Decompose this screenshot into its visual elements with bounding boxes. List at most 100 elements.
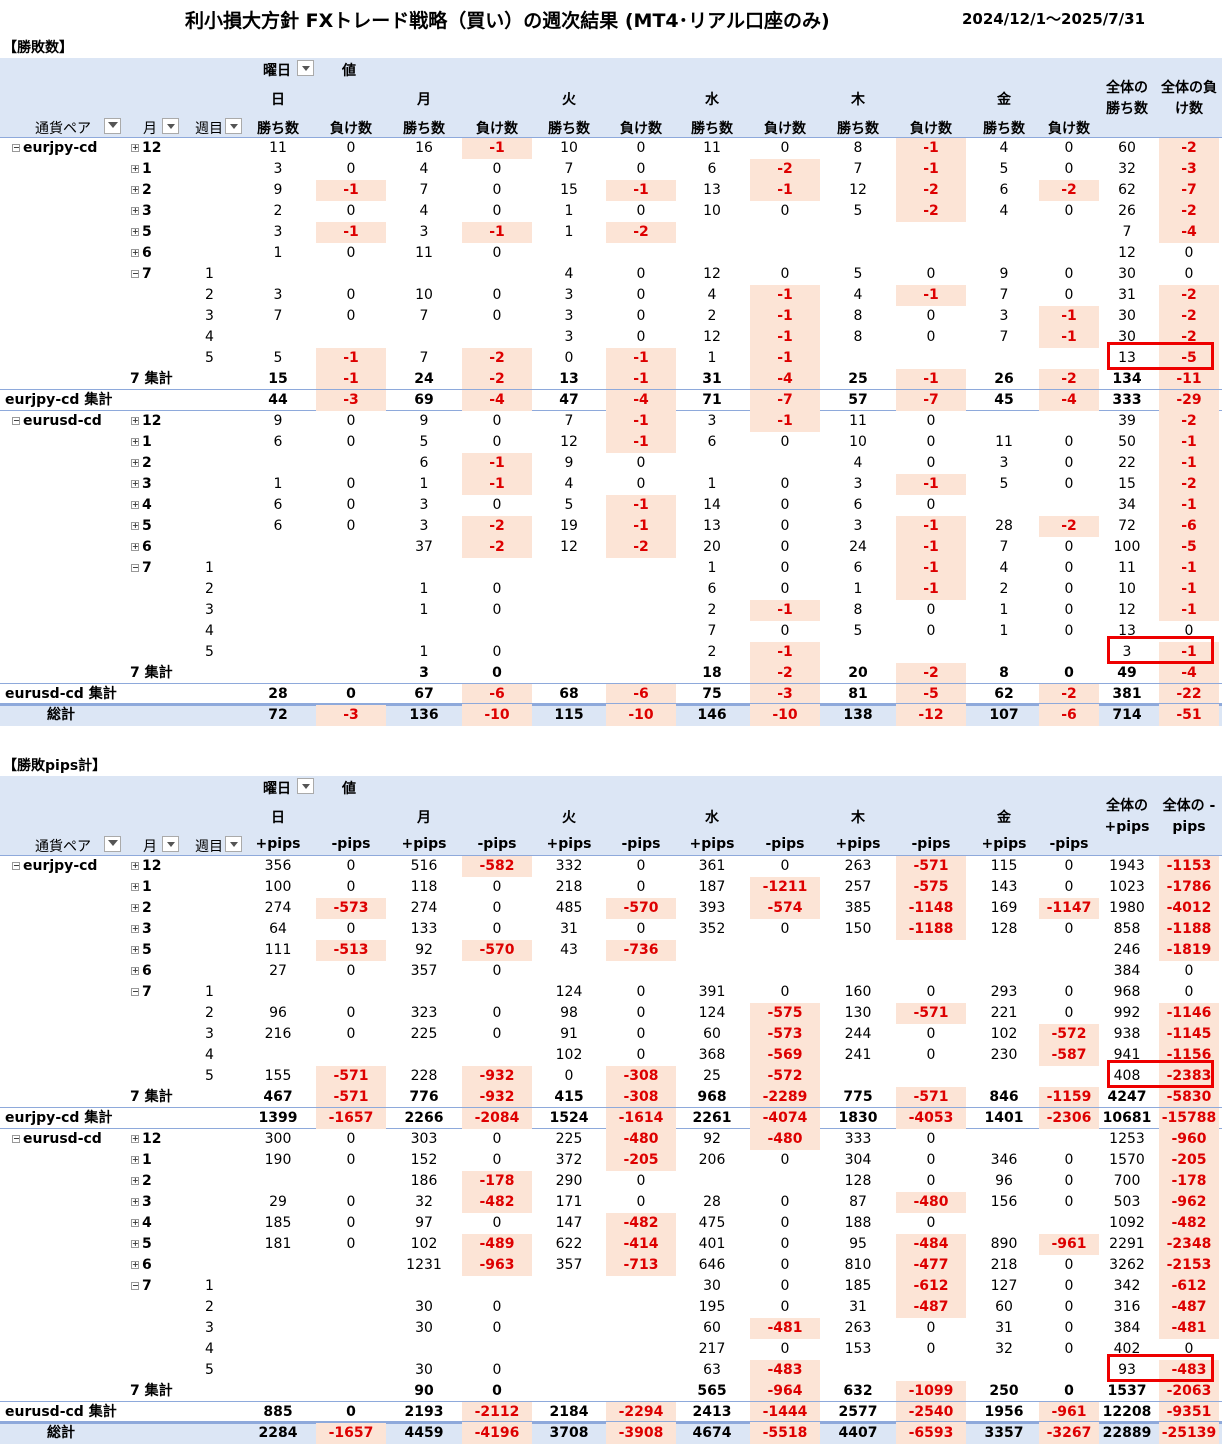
expand-toggle-icon[interactable]: + (131, 542, 139, 551)
expand-toggle-icon[interactable]: + (131, 521, 139, 530)
expand-toggle-icon[interactable]: + (131, 924, 139, 933)
month-label[interactable]: +2 (131, 898, 152, 919)
loss-value-cell: -10 (750, 705, 820, 726)
collapse-toggle-icon[interactable]: − (131, 563, 139, 572)
month-filter-button[interactable] (162, 836, 179, 852)
expand-toggle-icon[interactable]: + (131, 458, 139, 467)
pair-filter-button[interactable] (104, 836, 121, 852)
loss-value-cell: 0 (926, 602, 936, 618)
month-label[interactable]: +12 (131, 411, 161, 432)
win-value-cell: 1 (853, 581, 863, 597)
pair-filter-button[interactable] (104, 118, 121, 134)
month-label[interactable]: +5 (131, 222, 152, 243)
month-label[interactable]: +2 (131, 180, 152, 201)
loss-value-cell (316, 642, 386, 663)
month-label[interactable]: +3 (131, 474, 152, 495)
loss-value-cell (606, 1276, 676, 1297)
expand-toggle-icon[interactable]: + (131, 945, 139, 954)
month-label[interactable]: +1 (131, 1150, 152, 1171)
month-label[interactable]: +6 (131, 1255, 152, 1276)
grand-total-top-line (0, 1421, 1222, 1424)
expand-toggle-icon[interactable]: + (131, 1218, 139, 1227)
loss-value-cell: 0 (926, 1320, 936, 1336)
week-filter-button[interactable] (225, 118, 242, 134)
month-label[interactable]: −7 (131, 264, 152, 285)
month-label[interactable]: +1 (131, 877, 152, 898)
win-value-cell: 24 (849, 539, 867, 555)
loss-value-cell: -1188 (896, 919, 966, 940)
month-label[interactable]: +6 (131, 243, 152, 264)
loss-value-cell: 0 (926, 1173, 936, 1189)
weekday-filter-button[interactable] (297, 778, 314, 794)
month-label[interactable]: +5 (131, 1234, 152, 1255)
win-value-cell: 346 (990, 1152, 1018, 1168)
pair-row-pair-label[interactable]: − eurjpy-cd (12, 856, 97, 877)
expand-toggle-icon[interactable]: + (131, 416, 139, 425)
pair-row-pair-label[interactable]: − eurusd-cd (12, 411, 102, 432)
expand-toggle-icon[interactable]: + (131, 966, 139, 975)
collapse-toggle-icon[interactable]: − (131, 269, 139, 278)
month-label[interactable]: +12 (131, 856, 161, 877)
month-label[interactable]: +1 (131, 159, 152, 180)
week-filter-button[interactable] (225, 836, 242, 852)
month-label[interactable]: +2 (131, 453, 152, 474)
month-label[interactable]: +1 (131, 432, 152, 453)
collapse-toggle-icon[interactable]: − (12, 861, 20, 870)
month-label[interactable]: +12 (131, 138, 161, 159)
pair-row-pair-label[interactable]: − eurusd-cd (12, 1129, 102, 1150)
month-value: 6 (142, 963, 152, 979)
month-label[interactable]: +3 (131, 1192, 152, 1213)
collapse-toggle-icon[interactable]: − (12, 1134, 20, 1143)
month-label[interactable]: −7 (131, 1276, 152, 1297)
expand-toggle-icon[interactable]: + (131, 882, 139, 891)
month-label[interactable]: +5 (131, 516, 152, 537)
expand-toggle-icon[interactable]: + (131, 1239, 139, 1248)
collapse-toggle-icon[interactable]: − (131, 987, 139, 996)
expand-toggle-icon[interactable]: + (131, 500, 139, 509)
expand-toggle-icon[interactable]: + (131, 248, 139, 257)
collapse-toggle-icon[interactable]: − (12, 416, 20, 425)
expand-toggle-icon[interactable]: + (131, 227, 139, 236)
expand-toggle-icon[interactable]: + (131, 143, 139, 152)
collapse-toggle-icon[interactable]: − (12, 143, 20, 152)
month-label[interactable]: +12 (131, 1129, 161, 1150)
expand-toggle-icon[interactable]: + (131, 1197, 139, 1206)
month-value: 5 (142, 224, 152, 240)
month-label[interactable]: +6 (131, 537, 152, 558)
pair-row-pair-label[interactable]: − eurjpy-cd (12, 138, 97, 159)
month-label[interactable]: +4 (131, 1213, 152, 1234)
loss-value-cell (462, 621, 532, 642)
win-value-cell: 146 (697, 707, 727, 723)
month-label[interactable]: −7 (131, 558, 152, 579)
expand-toggle-icon[interactable]: + (131, 479, 139, 488)
month-filter-button[interactable] (162, 118, 179, 134)
win-value-cell: 393 (698, 900, 726, 916)
month-label[interactable]: +3 (131, 201, 152, 222)
week-label: 3 (205, 602, 214, 618)
collapse-toggle-icon[interactable]: − (131, 1281, 139, 1290)
month-label[interactable]: −7 (131, 982, 152, 1003)
expand-toggle-icon[interactable]: + (131, 1260, 139, 1269)
expand-toggle-icon[interactable]: + (131, 1134, 139, 1143)
month-label[interactable]: +4 (131, 495, 152, 516)
month-label[interactable]: +3 (131, 919, 152, 940)
month-label[interactable]: +5 (131, 940, 152, 961)
month-label[interactable]: +6 (131, 961, 152, 982)
loss-value-cell: 0 (1064, 1278, 1074, 1294)
expand-toggle-icon[interactable]: + (131, 861, 139, 870)
expand-toggle-icon[interactable]: + (131, 206, 139, 215)
expand-toggle-icon[interactable]: + (131, 164, 139, 173)
win-value-cell (537, 1339, 601, 1360)
expand-toggle-icon[interactable]: + (131, 185, 139, 194)
loss-value-cell: 0 (1064, 1320, 1074, 1336)
expand-toggle-icon[interactable]: + (131, 903, 139, 912)
loss-value-cell: -3267 (1039, 1423, 1099, 1444)
month-label[interactable]: +2 (131, 1171, 152, 1192)
loss-value-cell: 0 (636, 858, 646, 874)
expand-toggle-icon[interactable]: + (131, 437, 139, 446)
expand-toggle-icon[interactable]: + (131, 1176, 139, 1185)
weekday-filter-button[interactable] (297, 60, 314, 76)
expand-toggle-icon[interactable]: + (131, 1155, 139, 1164)
loss-value-cell: -963 (462, 1255, 532, 1276)
win-value-cell: 152 (410, 1152, 438, 1168)
